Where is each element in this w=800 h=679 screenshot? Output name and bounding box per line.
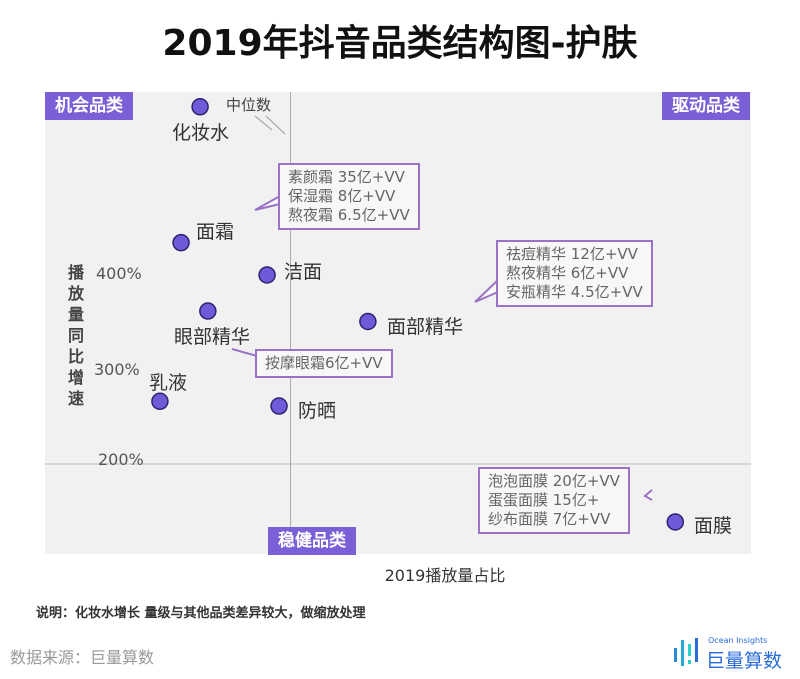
data-point [172,233,190,252]
label-eye-essence: 眼部精华 [174,326,251,348]
label-toner: 化妆水 [172,122,230,144]
data-source: 数据来源：巨量算数 [10,648,155,667]
quadrant-opportunity: 机会品类 [45,92,133,120]
data-point [359,312,377,331]
quadrant-driver: 驱动品类 [662,92,750,120]
callout-line: 泡泡面膜 20亿+VV [488,472,620,490]
callout-eye: 按摩眼霜6亿+VV [255,349,393,378]
median-break-mark [254,115,286,135]
data-point [258,266,276,284]
y-tick-300: 300% [94,360,140,379]
callout-line: 素颜霜 35亿+VV [288,168,405,186]
label-face-essence: 面部精华 [387,316,464,338]
callout-line: 安瓶精华 4.5亿+VV [506,283,643,301]
label-mask: 面膜 [694,515,733,537]
label-lotion: 乳液 [149,372,188,394]
callout-line: 祛痘精华 12亿+VV [506,245,638,263]
data-point [666,513,685,531]
y-tick-200: 200% [98,450,144,469]
chart-title: 2019年抖音品类结构图-护肤 [162,23,638,64]
data-point [270,397,288,415]
median-label: 中位数 [226,96,272,114]
callout-line: 纱布面膜 7亿+VV [488,510,611,528]
callout-mask: 泡泡面膜 20亿+VV 蛋蛋面膜 15亿+ 纱布面膜 7亿+VV [478,467,630,534]
callout-pointer [474,279,499,303]
label-sunscreen: 防晒 [298,400,337,422]
callout-pointer [254,195,281,211]
callout-essence: 祛痘精华 12亿+VV 熬夜精华 6亿+VV 安瓶精华 4.5亿+VV [496,240,653,307]
quadrant-stable: 稳健品类 [268,527,356,555]
logo: Ocean Insights 巨量算数 [672,636,792,672]
y-tick-400: 400% [96,264,142,283]
data-point [191,98,209,116]
label-cleanser: 洁面 [284,261,323,283]
callout-line: 熬夜精华 6亿+VV [506,264,629,282]
x-axis-label: 2019播放量占比 [384,566,506,585]
y-axis-label: 播放量同比增速 [68,263,85,408]
label-face-cream: 面霜 [196,221,235,243]
callout-pointer [231,348,258,357]
callout-line: 熬夜霜 6.5亿+VV [288,206,410,224]
footnote: 说明：化妆水增长 量级与其他品类差异较大，做缩放处理 [36,606,366,621]
callout-line: 按摩眼霜6亿+VV [265,354,383,372]
callout-cream: 素颜霜 35亿+VV 保湿霜 8亿+VV 熬夜霜 6.5亿+VV [278,163,420,230]
logo-cn: 巨量算数 [706,650,783,672]
data-point [151,392,169,411]
callout-line: 保湿霜 8亿+VV [288,187,396,205]
logo-en: Ocean Insights [708,636,768,645]
callout-pointer [643,489,653,501]
data-point [199,302,217,320]
logo-bars-icon [674,638,698,666]
callout-line: 蛋蛋面膜 15亿+ [488,491,600,509]
